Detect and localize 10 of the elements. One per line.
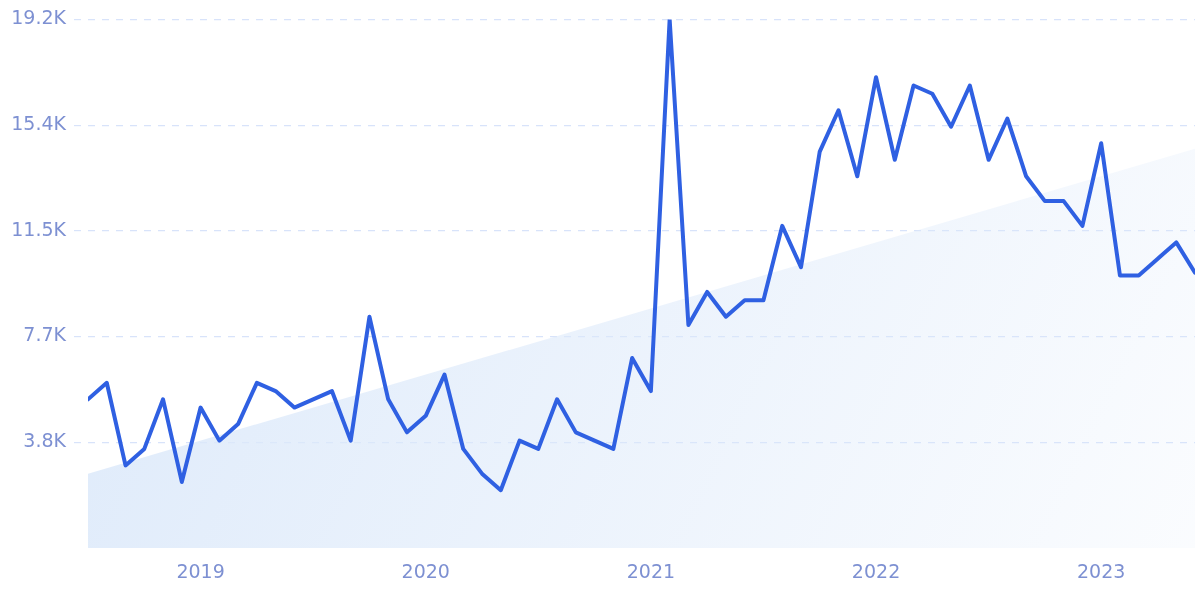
- x-tick-label: 2022: [851, 560, 901, 583]
- y-tick-label: 15.4K: [11, 112, 67, 135]
- x-tick-label: 2020: [401, 560, 450, 583]
- x-tick-label: 2019: [176, 560, 225, 583]
- x-tick-label: 2021: [626, 560, 676, 583]
- y-tick-label: 3.8K: [23, 429, 67, 452]
- x-tick-label: 2023: [1077, 560, 1126, 583]
- y-tick-label: 19.2K: [11, 6, 67, 29]
- y-tick-label: 7.7K: [23, 323, 67, 346]
- y-tick-label: 11.5K: [11, 217, 67, 240]
